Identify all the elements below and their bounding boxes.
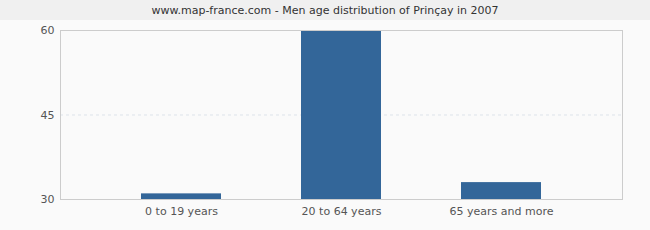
svg-text:60: 60 [41,24,55,37]
svg-text:45: 45 [41,109,55,122]
svg-text:0 to 19 years: 0 to 19 years [145,205,218,218]
svg-text:20 to 64 years: 20 to 64 years [302,205,382,218]
svg-text:30: 30 [41,193,55,206]
svg-text:65 years and more: 65 years and more [450,205,554,218]
html-text:www.map-france.com - Men age d: www.map-france.com - Men age distributio… [151,4,499,17]
